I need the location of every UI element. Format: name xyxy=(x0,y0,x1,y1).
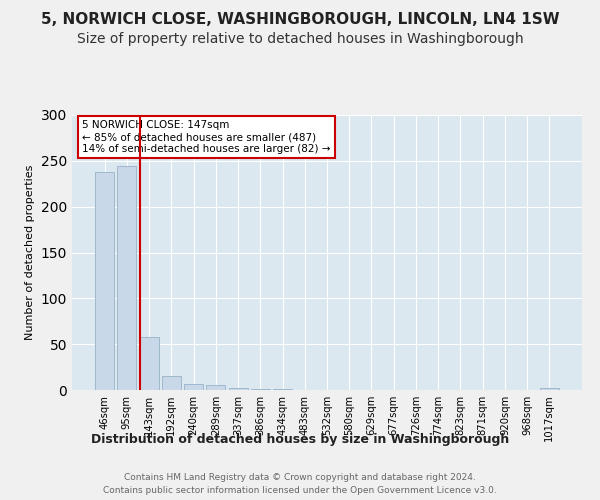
Bar xyxy=(95,172,114,390)
Bar xyxy=(229,388,248,390)
Y-axis label: Number of detached properties: Number of detached properties xyxy=(25,165,35,340)
Bar xyxy=(118,166,136,390)
Bar xyxy=(540,388,559,390)
Text: 5 NORWICH CLOSE: 147sqm
← 85% of detached houses are smaller (487)
14% of semi-d: 5 NORWICH CLOSE: 147sqm ← 85% of detache… xyxy=(82,120,331,154)
Bar xyxy=(251,389,270,390)
Text: Contains public sector information licensed under the Open Government Licence v3: Contains public sector information licen… xyxy=(103,486,497,495)
Bar xyxy=(273,389,292,390)
Bar xyxy=(184,384,203,390)
Bar xyxy=(206,386,225,390)
Text: Contains HM Land Registry data © Crown copyright and database right 2024.: Contains HM Land Registry data © Crown c… xyxy=(124,472,476,482)
Bar xyxy=(140,337,158,390)
Text: Size of property relative to detached houses in Washingborough: Size of property relative to detached ho… xyxy=(77,32,523,46)
Text: Distribution of detached houses by size in Washingborough: Distribution of detached houses by size … xyxy=(91,432,509,446)
Bar xyxy=(162,376,181,390)
Text: 5, NORWICH CLOSE, WASHINGBOROUGH, LINCOLN, LN4 1SW: 5, NORWICH CLOSE, WASHINGBOROUGH, LINCOL… xyxy=(41,12,559,28)
